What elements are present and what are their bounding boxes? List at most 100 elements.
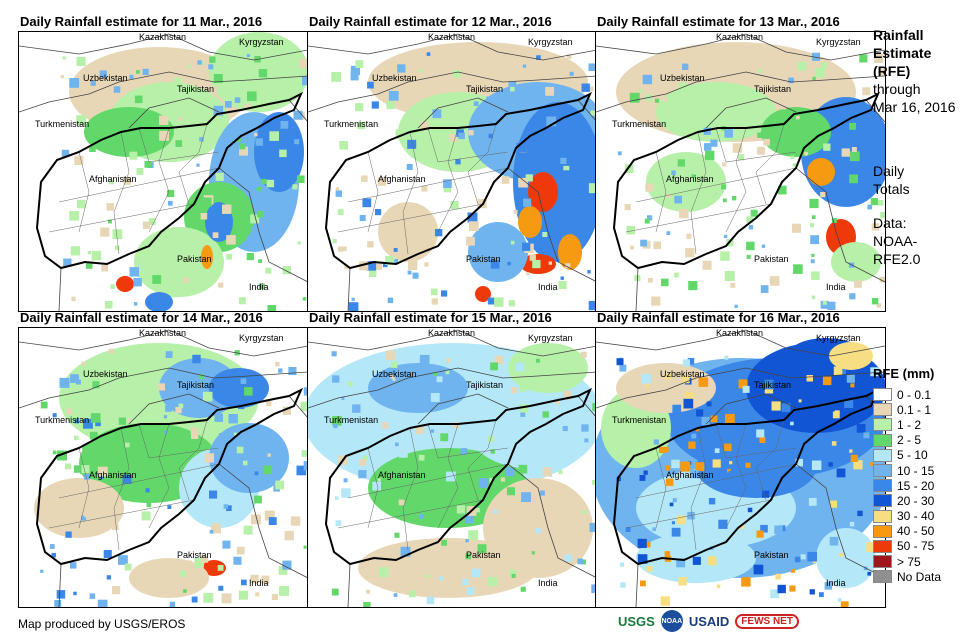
legend-swatch — [873, 570, 892, 584]
rainfall-pixel — [407, 270, 412, 275]
rainfall-pixel — [849, 122, 856, 130]
rainfall-pixel — [430, 393, 440, 402]
rainfall-pixel — [268, 517, 277, 525]
rainfall-pixel — [746, 241, 755, 251]
rainfall-pixel — [376, 405, 380, 410]
country-label: Kyrgyzstan — [816, 37, 861, 47]
rainfall-pixel — [290, 516, 301, 526]
rainfall-pixel — [357, 121, 365, 130]
rainfall-pixel — [646, 566, 653, 572]
rainfall-pixel — [344, 265, 349, 269]
usaid-logo: USAID — [688, 613, 730, 629]
rainfall-pixel — [361, 175, 368, 182]
rainfall-pixel — [421, 185, 428, 192]
sidebar-title-3: (RFE) — [873, 63, 911, 79]
rainfall-pixel — [777, 185, 787, 195]
rainfall-pixel — [580, 351, 587, 358]
country-label: Turkmenistan — [612, 415, 666, 425]
rainfall-pixel — [672, 404, 682, 414]
rainfall-pixel — [334, 496, 339, 500]
rainfall-pixel — [165, 128, 173, 136]
rainfall-pixel — [644, 541, 651, 548]
rainfall-pixel — [728, 471, 734, 476]
rainfall-pixel — [501, 176, 510, 184]
rainfall-pixel — [218, 585, 224, 591]
rainfall-pixel — [241, 579, 247, 586]
rainfall-pixel — [102, 62, 108, 68]
country-border — [128, 393, 220, 425]
rainfall-pixel — [663, 446, 669, 453]
rainfall-pixel — [263, 465, 273, 475]
rainfall-pixel — [831, 441, 837, 446]
country-border — [745, 329, 885, 357]
rainfall-pixel — [790, 54, 795, 60]
rainfall-pixel — [191, 431, 199, 439]
rainfall-pixel — [811, 271, 820, 280]
rainfall-pixel — [822, 300, 827, 305]
rainfall-pixel — [587, 270, 591, 274]
legend-item: 20 - 30 — [873, 493, 973, 508]
rainfall-pixel — [870, 198, 878, 206]
rainfall-pixel — [513, 209, 518, 214]
rainfall-pixel — [332, 375, 340, 383]
rainfall-pixel — [723, 234, 728, 239]
legend-swatch — [873, 433, 892, 447]
rainfall-map: Kazakhstan Kyrgyzstan Uzbekistan Tajikistan… — [19, 32, 308, 311]
rainfall-area — [831, 242, 881, 282]
rainfall-pixel — [738, 379, 748, 389]
legend-label: > 75 — [897, 554, 921, 569]
rainfall-pixel — [701, 416, 710, 425]
rainfall-pixel — [762, 490, 770, 498]
rainfall-pixel — [724, 129, 733, 138]
rainfall-pixel — [698, 377, 709, 387]
rainfall-pixel — [279, 149, 287, 158]
rainfall-pixel — [106, 575, 111, 580]
rainfall-pixel — [258, 241, 264, 248]
country-label: Pakistan — [466, 254, 501, 264]
rainfall-pixel — [52, 450, 57, 455]
rainfall-pixel — [859, 54, 868, 63]
rainfall-pixel — [178, 403, 184, 409]
legend-title: RFE (mm) — [873, 366, 935, 381]
rainfall-pixel — [236, 546, 245, 555]
rainfall-pixel — [164, 430, 168, 434]
country-label: Uzbekistan — [660, 73, 705, 83]
rainfall-pixel — [676, 558, 686, 568]
rainfall-pixel — [135, 119, 146, 130]
rainfall-pixel — [400, 546, 411, 557]
rainfall-pixel — [671, 170, 676, 175]
legend-label: 15 - 20 — [897, 478, 935, 493]
rainfall-area — [84, 107, 174, 157]
rainfall-pixel — [60, 75, 64, 79]
rainfall-pixel — [176, 150, 183, 157]
country-label: Kazakhstan — [139, 32, 186, 42]
rainfall-pixel — [663, 97, 668, 102]
legend-label: 10 - 15 — [897, 463, 935, 478]
rainfall-pixel — [159, 115, 169, 125]
rainfall-pixel — [869, 461, 874, 466]
rainfall-pixel — [724, 443, 732, 452]
country-label: Uzbekistan — [372, 73, 417, 83]
rainfall-pixel — [387, 297, 394, 304]
rainfall-pixel — [683, 398, 694, 409]
rainfall-pixel — [531, 551, 535, 555]
rainfall-pixel — [511, 387, 518, 394]
rainfall-pixel — [426, 596, 435, 605]
rainfall-pixel — [85, 262, 93, 269]
rainfall-pixel — [563, 164, 570, 171]
sidebar-through: through — [873, 81, 921, 97]
rainfall-pixel — [505, 467, 515, 477]
rainfall-pixel — [76, 115, 86, 125]
rainfall-pixel — [721, 184, 727, 190]
rainfall-pixel — [333, 447, 341, 455]
legend-item: 1 - 2 — [873, 417, 973, 432]
country-border — [745, 33, 885, 61]
rainfall-pixel — [371, 101, 379, 109]
rainfall-pixel — [477, 544, 487, 554]
rainfall-pixel — [798, 399, 802, 403]
map-credit: Map produced by USGS/EROS — [18, 617, 186, 631]
rainfall-pixel — [264, 510, 275, 521]
rainfall-pixel — [127, 418, 132, 423]
rainfall-pixel — [146, 502, 152, 508]
